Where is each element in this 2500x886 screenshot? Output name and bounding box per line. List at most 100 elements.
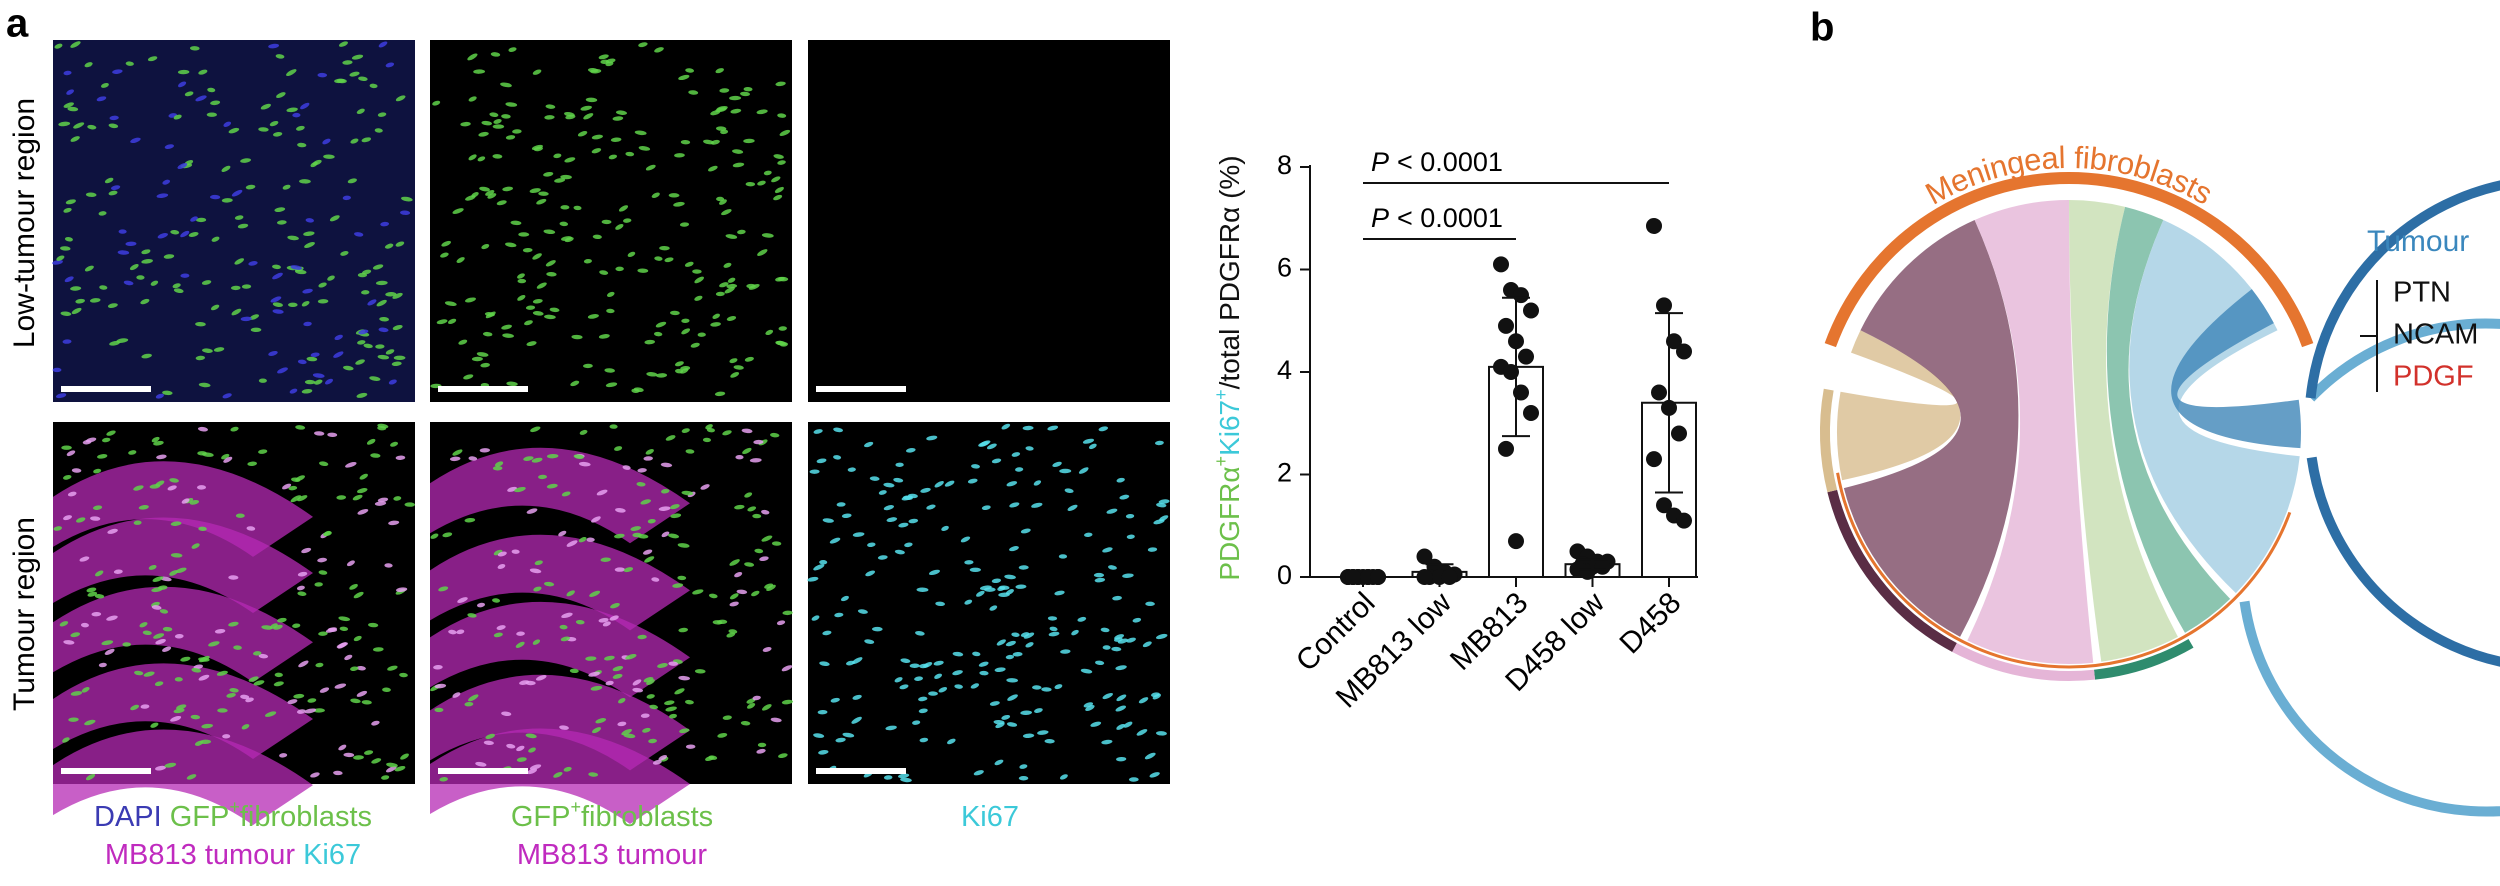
nucleus: [615, 508, 626, 513]
nucleus: [253, 680, 265, 686]
nucleus: [543, 581, 555, 587]
nucleus: [376, 299, 387, 307]
nucleus: [643, 456, 653, 461]
nucleus: [195, 355, 206, 361]
nucleus: [310, 352, 320, 358]
nucleus: [598, 54, 609, 60]
nucleus: [317, 557, 328, 563]
nucleus: [658, 506, 671, 511]
nucleus: [188, 232, 199, 238]
nucleus: [538, 474, 547, 480]
nucleus: [1080, 668, 1093, 674]
nucleus: [618, 698, 626, 704]
nucleus: [667, 533, 680, 539]
nucleus: [566, 590, 575, 597]
nucleus: [717, 733, 728, 738]
nucleus: [690, 342, 700, 348]
nucleus: [733, 365, 744, 370]
nucleus: [664, 257, 674, 263]
nucleus: [883, 482, 895, 488]
nucleus: [1126, 637, 1136, 643]
nucleus: [505, 242, 517, 248]
nucleus: [476, 352, 489, 357]
nucleus: [172, 283, 181, 289]
nucleus: [501, 711, 512, 717]
nucleus: [623, 567, 634, 573]
nucleus: [167, 485, 177, 491]
nucleus: [1128, 777, 1139, 782]
nucleus: [773, 194, 783, 201]
nucleus: [292, 623, 301, 628]
nucleus: [125, 61, 134, 66]
nucleus: [516, 757, 527, 762]
nucleus: [70, 691, 83, 696]
nucleus: [926, 504, 936, 510]
micrograph: [808, 422, 1170, 784]
nucleus: [1158, 499, 1170, 504]
nucleus: [497, 564, 506, 569]
nucleus: [306, 356, 318, 362]
nucleus: [162, 390, 173, 396]
nucleus: [599, 270, 609, 275]
nucleus: [681, 428, 690, 433]
nucleus: [1018, 565, 1029, 570]
nucleus: [954, 684, 963, 689]
nucleus: [170, 229, 180, 235]
nucleus: [582, 363, 593, 369]
error-bar: [1425, 563, 1454, 578]
nucleus: [553, 771, 563, 778]
ligand-label: NCAM: [2393, 319, 2478, 351]
nucleus: [434, 683, 447, 689]
nucleus: [1094, 577, 1106, 583]
nucleus: [633, 387, 644, 392]
nucleus: [658, 755, 668, 761]
nucleus: [1112, 595, 1122, 601]
nucleus: [703, 139, 715, 145]
nucleus: [1025, 446, 1034, 451]
nucleus: [559, 624, 568, 630]
nucleus: [349, 583, 358, 590]
nucleus: [353, 591, 364, 599]
nucleus: [70, 632, 81, 638]
nucleus: [189, 46, 200, 51]
y-tick-label: 4: [1277, 355, 1292, 385]
nucleus: [991, 578, 1002, 584]
nucleus: [1095, 660, 1105, 666]
nucleus: [301, 547, 312, 554]
nucleus: [387, 665, 398, 671]
nucleus: [277, 617, 287, 623]
nucleus: [375, 344, 385, 349]
sector-arc: [1952, 643, 2096, 681]
nucleus: [302, 288, 313, 294]
nucleus: [883, 505, 894, 511]
nucleus: [286, 107, 298, 113]
nucleus: [213, 347, 225, 352]
nucleus: [228, 127, 240, 134]
nucleus: [52, 367, 62, 373]
nucleus: [458, 339, 468, 345]
nucleus: [529, 188, 541, 193]
row-label: Low-tumour region: [8, 98, 41, 348]
nucleus: [151, 436, 160, 443]
nucleus: [237, 223, 249, 229]
nucleus: [649, 704, 659, 710]
nucleus: [757, 742, 767, 748]
nucleus: [1005, 589, 1014, 595]
nucleus: [216, 670, 228, 676]
nucleus: [573, 205, 582, 211]
nucleus: [96, 96, 107, 102]
nucleus: [710, 322, 721, 327]
nucleus: [871, 626, 883, 632]
nucleus: [625, 151, 635, 157]
nucleus: [196, 485, 207, 490]
nucleus: [531, 144, 543, 151]
nucleus: [864, 639, 875, 644]
nucleus: [570, 380, 580, 387]
nucleus: [969, 567, 982, 572]
nucleus: [118, 229, 127, 234]
nucleus: [368, 622, 379, 628]
nucleus: [908, 518, 919, 524]
nucleus: [476, 602, 486, 608]
nucleus: [994, 667, 1006, 672]
